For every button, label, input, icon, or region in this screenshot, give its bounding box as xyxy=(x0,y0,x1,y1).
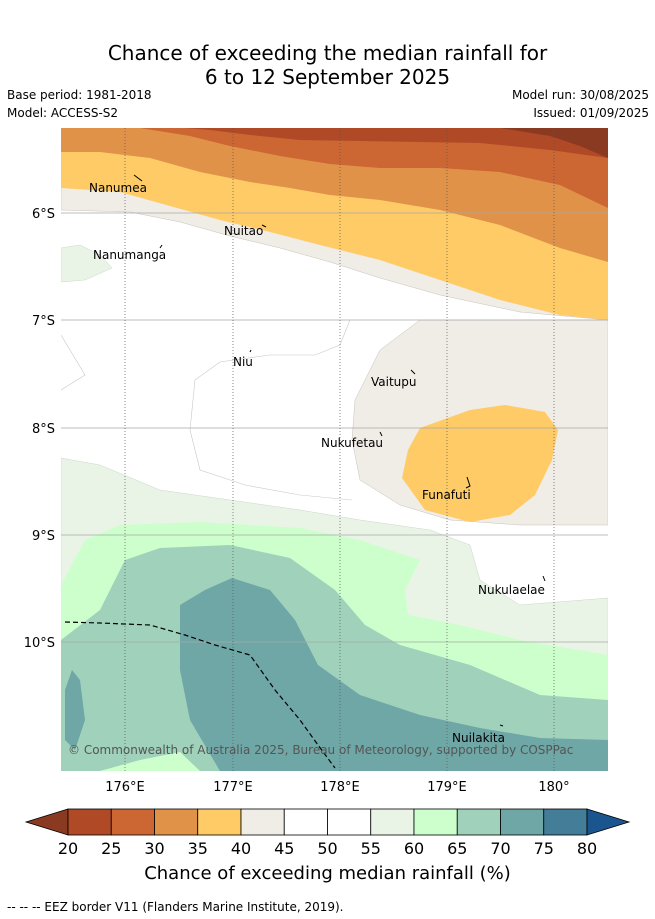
colorbar-tick-label: 30 xyxy=(144,839,165,858)
colorbar-segment xyxy=(67,808,112,836)
colorbar-segment xyxy=(240,808,285,836)
meridian-lines xyxy=(124,128,555,771)
colorbar-tick-label: 60 xyxy=(403,839,425,858)
base-period-label: Base period: 1981-2018 xyxy=(7,88,152,102)
colorbar-over-arrow xyxy=(586,808,631,836)
eez-border xyxy=(64,621,336,769)
band-below-20 xyxy=(500,128,608,158)
island-label-nanumea: Nanumea xyxy=(89,181,147,195)
colorbar-tick-label: 55 xyxy=(360,839,381,858)
map-title-line2: 6 to 12 September 2025 xyxy=(204,65,451,89)
colorbar-tick-label: 45 xyxy=(274,839,295,858)
lat-label-10s: 10°S xyxy=(24,636,55,651)
lat-label-9s: 9°S xyxy=(32,529,55,544)
band-35-40-funafuti xyxy=(402,405,558,522)
colorbar-segment xyxy=(327,808,372,836)
map-title-line1: Chance of exceeding the median rainfall … xyxy=(107,41,548,65)
island-label-nukufetau: Nukufetau xyxy=(321,436,383,450)
lat-label-7s: 7°S xyxy=(32,314,55,329)
model-run-label: Model run: 30/08/2025 xyxy=(511,88,649,102)
model-label: Model: ACCESS-S2 xyxy=(7,106,119,120)
colorbar-tick-label: 20 xyxy=(57,839,79,858)
eez-legend: -- -- -- EEZ border V11 (Flanders Marine… xyxy=(7,900,344,914)
island-label-niu: Niu xyxy=(233,355,253,369)
lon-label-176e: 176°E xyxy=(105,780,145,795)
colorbar-under-arrow xyxy=(24,808,69,836)
colorbar-tick-label: 80 xyxy=(576,839,598,858)
colorbar-tick-label: 40 xyxy=(230,839,252,858)
colorbar-tick-label: 65 xyxy=(447,839,468,858)
colorbar-tick-label: 70 xyxy=(490,839,511,858)
colorbar-tick-label: 50 xyxy=(317,839,338,858)
colorbar-title: Chance of exceeding median rainfall (%) xyxy=(144,863,511,884)
colorbar-tick-label: 35 xyxy=(187,839,208,858)
colorbar-segment xyxy=(500,808,545,836)
island-label-funafuti: Funafuti xyxy=(422,488,471,502)
colorbar-segment xyxy=(543,808,588,836)
lat-label-6s: 6°S xyxy=(32,207,55,222)
colorbar-tick-label: 25 xyxy=(101,839,122,858)
band-70-75 xyxy=(180,578,608,771)
lon-label-180: 180° xyxy=(538,780,569,795)
lon-label-179e: 179°E xyxy=(427,780,467,795)
grid-lines xyxy=(61,212,608,643)
issued-label: Issued: 01/09/2025 xyxy=(533,106,649,120)
colorbar-segment xyxy=(283,808,328,836)
colorbar xyxy=(24,808,631,836)
contour-fill-layer xyxy=(61,128,608,771)
band-20-25 xyxy=(185,128,608,158)
island-label-nukulaelae: Nukulaelae xyxy=(478,583,545,597)
island-label-nuitao: Nuitao xyxy=(224,224,263,238)
colorbar-segment xyxy=(154,808,199,836)
colorbar-segment xyxy=(456,808,501,836)
lon-label-178e: 178°E xyxy=(320,780,360,795)
island-label-nanumanga: Nanumanga xyxy=(93,248,166,262)
lon-label-177e: 177°E xyxy=(213,780,253,795)
copyright-watermark: © Commonwealth of Australia 2025, Bureau… xyxy=(68,743,573,757)
colorbar-segment xyxy=(197,808,242,836)
band-25-30 xyxy=(140,128,608,208)
island-label-vaitupu: Vaitupu xyxy=(371,375,417,389)
lat-label-8s: 8°S xyxy=(32,422,55,437)
island-label-nuilakita: Nuilakita xyxy=(452,731,505,745)
colorbar-tick-label: 75 xyxy=(533,839,554,858)
colorbar-segment xyxy=(413,808,458,836)
colorbar-segment xyxy=(110,808,155,836)
colorbar-segment xyxy=(370,808,415,836)
island-markers xyxy=(133,174,546,727)
